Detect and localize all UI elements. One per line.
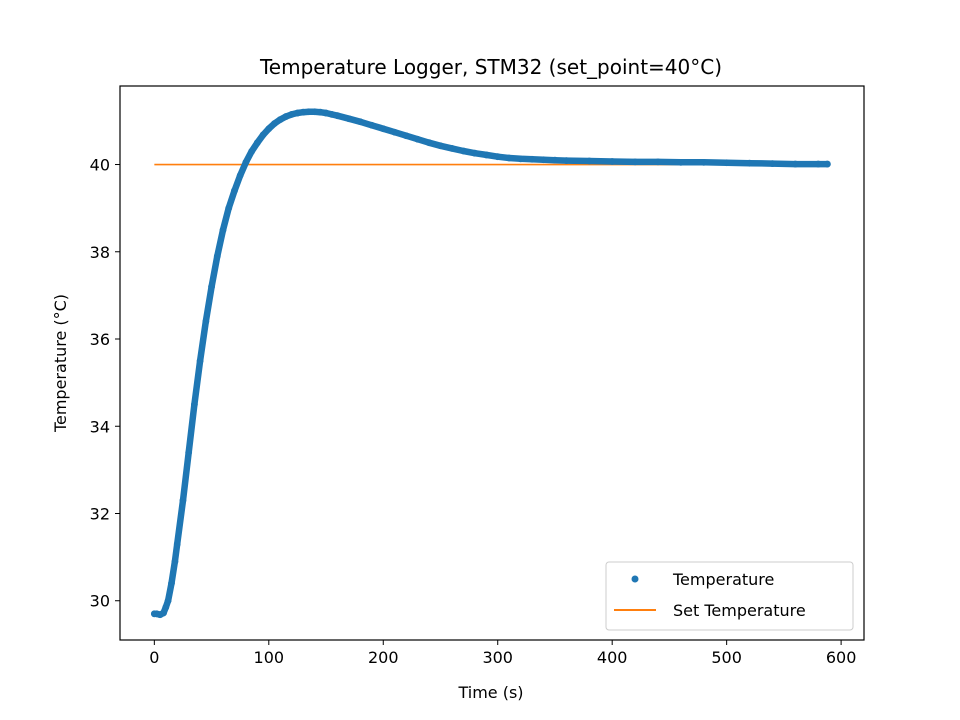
x-tick-label: 200 xyxy=(368,648,399,667)
legend-box xyxy=(605,561,854,631)
legend-label-temperature: Temperature xyxy=(672,570,774,589)
x-axis-ticks: 0 100 200 300 400 500 600 xyxy=(149,640,856,667)
x-axis-title: Time (s) xyxy=(457,683,523,702)
y-tick-label: 38 xyxy=(90,243,110,262)
y-tick-label: 32 xyxy=(90,504,110,523)
x-tick-label: 600 xyxy=(826,648,857,667)
y-axis-title: Temperature (°C) xyxy=(51,294,70,433)
legend-label-set-temperature: Set Temperature xyxy=(673,601,806,620)
temperature-trace xyxy=(151,108,831,618)
y-tick-label: 30 xyxy=(90,592,110,611)
y-tick-label: 40 xyxy=(90,156,110,175)
axes-frame xyxy=(119,85,865,641)
y-axis-ticks: 30 32 34 36 38 40 xyxy=(90,156,120,611)
x-tick-label: 300 xyxy=(482,648,513,667)
x-tick-label: 500 xyxy=(711,648,742,667)
x-tick-label: 0 xyxy=(149,648,159,667)
y-tick-label: 36 xyxy=(90,330,110,349)
legend-marker-temperature xyxy=(631,575,639,583)
legend: Temperature Set Temperature xyxy=(605,561,854,631)
series-layer xyxy=(150,108,831,619)
x-tick-label: 100 xyxy=(254,648,285,667)
y-tick-label: 34 xyxy=(90,417,110,436)
x-tick-label: 400 xyxy=(597,648,628,667)
chart-title: Temperature Logger, STM32 (set_point=40°… xyxy=(259,55,722,79)
plot-area: 0 100 200 300 400 500 600 30 32 34 36 38 40 xyxy=(90,85,865,667)
